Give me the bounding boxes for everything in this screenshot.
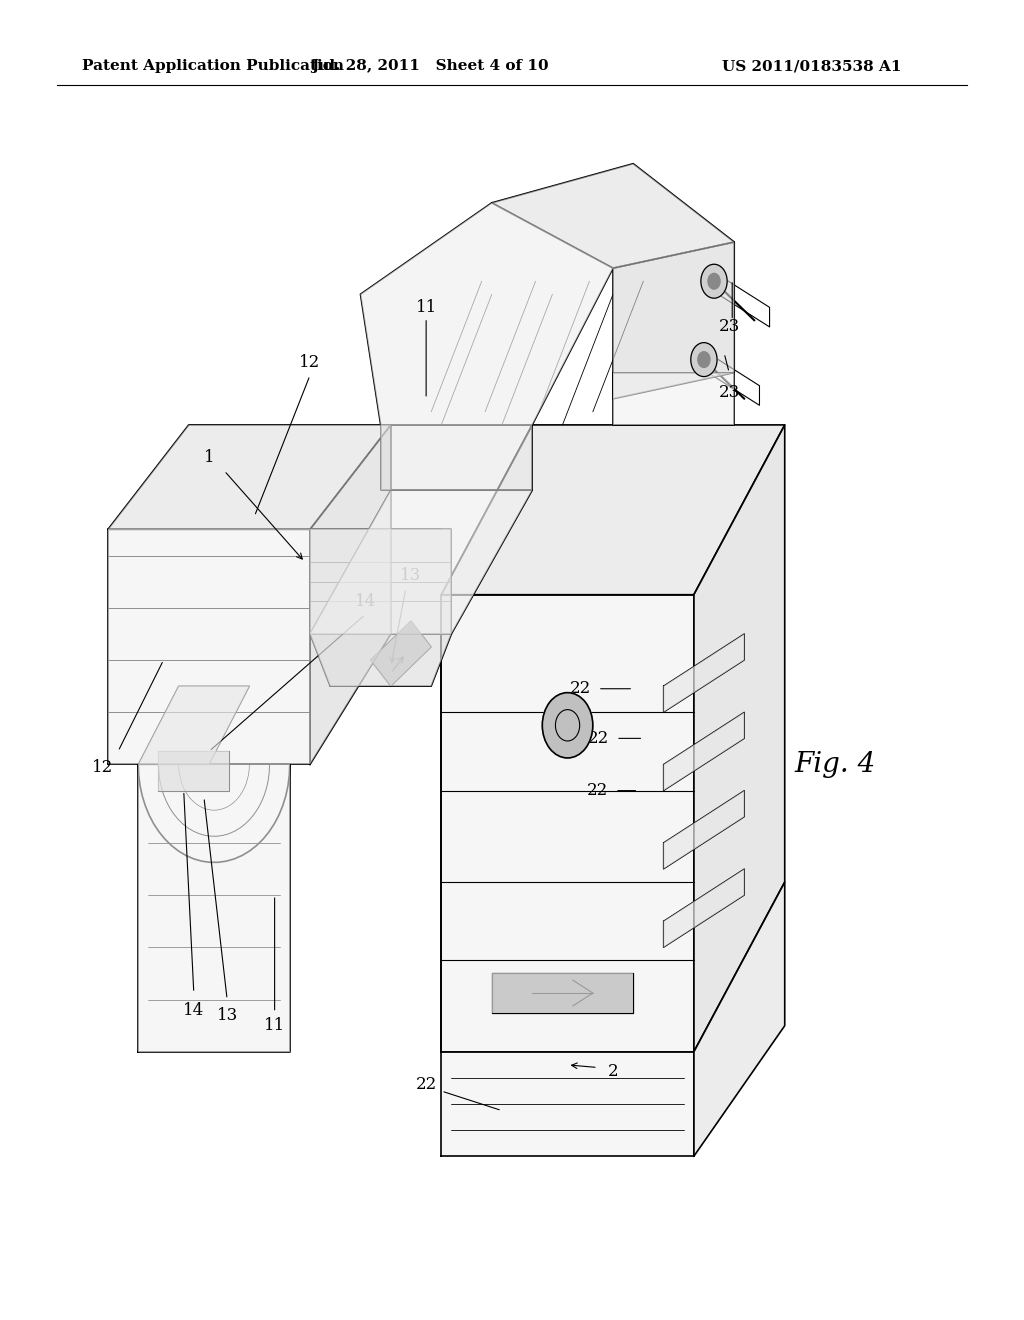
Polygon shape xyxy=(492,973,633,1012)
Polygon shape xyxy=(664,713,744,791)
Polygon shape xyxy=(138,686,250,764)
Polygon shape xyxy=(613,372,734,425)
Polygon shape xyxy=(664,869,744,948)
Polygon shape xyxy=(310,529,452,634)
Polygon shape xyxy=(360,203,613,425)
Polygon shape xyxy=(613,242,734,399)
Text: 11: 11 xyxy=(264,1018,286,1034)
Polygon shape xyxy=(159,751,229,791)
Text: 23: 23 xyxy=(719,318,739,335)
Polygon shape xyxy=(694,425,784,1052)
Text: Patent Application Publication: Patent Application Publication xyxy=(82,59,344,74)
Circle shape xyxy=(700,264,727,298)
Polygon shape xyxy=(310,634,452,686)
Polygon shape xyxy=(441,1052,694,1156)
Text: 22: 22 xyxy=(588,730,609,747)
Text: 13: 13 xyxy=(216,1007,238,1024)
Text: 14: 14 xyxy=(183,1002,205,1019)
Circle shape xyxy=(691,343,717,376)
Polygon shape xyxy=(310,425,391,764)
Polygon shape xyxy=(664,634,744,713)
Polygon shape xyxy=(694,882,784,1156)
Polygon shape xyxy=(441,595,694,1052)
Text: 1: 1 xyxy=(204,449,214,466)
Text: 22: 22 xyxy=(570,680,591,697)
Circle shape xyxy=(698,351,710,367)
Polygon shape xyxy=(371,620,431,686)
Text: 22: 22 xyxy=(416,1076,437,1093)
Text: 2: 2 xyxy=(607,1063,618,1080)
Text: Jul. 28, 2011   Sheet 4 of 10: Jul. 28, 2011 Sheet 4 of 10 xyxy=(311,59,549,74)
Polygon shape xyxy=(381,425,532,490)
Text: 23: 23 xyxy=(719,384,739,401)
Polygon shape xyxy=(108,529,310,764)
Polygon shape xyxy=(492,164,734,268)
Text: 11: 11 xyxy=(416,298,437,315)
Polygon shape xyxy=(664,791,744,869)
Text: 13: 13 xyxy=(400,566,422,583)
Text: 14: 14 xyxy=(355,593,376,610)
Polygon shape xyxy=(441,425,784,595)
Text: US 2011/0183538 A1: US 2011/0183538 A1 xyxy=(722,59,901,74)
Text: 12: 12 xyxy=(299,354,321,371)
Circle shape xyxy=(708,273,720,289)
Circle shape xyxy=(543,693,593,758)
Polygon shape xyxy=(310,490,532,634)
Text: 22: 22 xyxy=(587,783,608,799)
Polygon shape xyxy=(138,764,290,1052)
Polygon shape xyxy=(108,425,391,529)
Text: Fig. 4: Fig. 4 xyxy=(795,751,876,777)
Text: 12: 12 xyxy=(92,759,114,776)
